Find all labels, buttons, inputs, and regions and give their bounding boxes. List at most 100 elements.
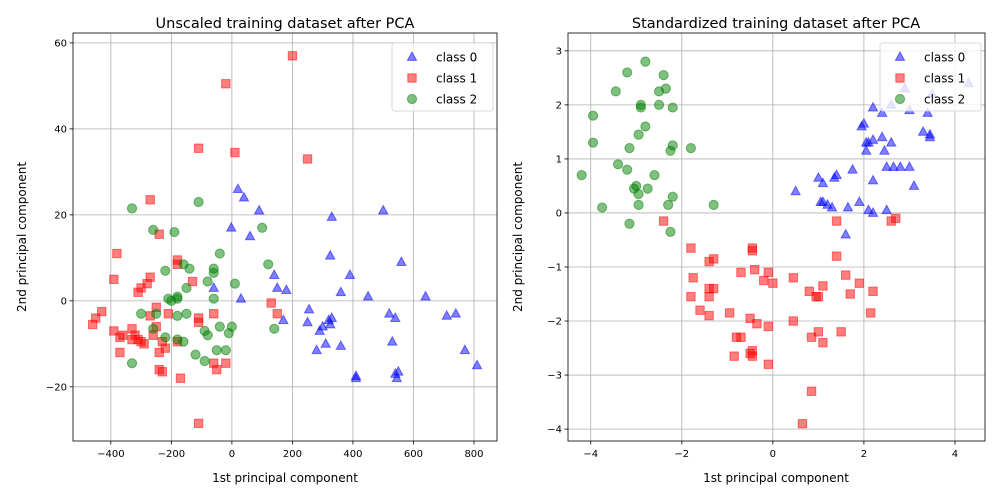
data-point bbox=[157, 367, 167, 377]
data-point bbox=[269, 323, 280, 334]
data-point bbox=[244, 230, 256, 241]
data-point bbox=[335, 286, 347, 297]
data-point bbox=[653, 99, 665, 110]
data-point bbox=[818, 281, 828, 291]
data-point bbox=[749, 264, 760, 275]
data-point bbox=[854, 278, 865, 288]
data-point bbox=[878, 144, 890, 155]
data-point bbox=[272, 309, 282, 319]
data-point bbox=[335, 339, 347, 350]
x-tick-label: 0 bbox=[229, 449, 235, 460]
x-tick-label: 4 bbox=[952, 449, 958, 460]
data-point bbox=[109, 326, 119, 336]
data-point bbox=[87, 319, 98, 330]
data-point bbox=[622, 67, 633, 78]
data-point bbox=[894, 160, 906, 171]
data-point bbox=[148, 224, 159, 236]
data-point bbox=[853, 196, 865, 207]
series-class-2 bbox=[126, 196, 280, 369]
x-axis-label: 1st principal component bbox=[703, 471, 849, 485]
data-point bbox=[881, 204, 893, 215]
data-point bbox=[350, 372, 362, 383]
data-point bbox=[813, 327, 824, 337]
data-point bbox=[622, 164, 633, 175]
data-point bbox=[135, 308, 147, 319]
data-point bbox=[154, 347, 164, 358]
data-point bbox=[163, 309, 174, 319]
data-point bbox=[686, 243, 696, 253]
data-point bbox=[202, 330, 213, 341]
data-point bbox=[642, 183, 653, 194]
data-point bbox=[658, 216, 669, 226]
legend-marker-square bbox=[895, 73, 905, 83]
data-point bbox=[649, 170, 660, 181]
data-point bbox=[860, 144, 872, 155]
y-axis-label: 2nd principal component bbox=[511, 162, 525, 312]
data-point bbox=[225, 221, 237, 232]
legend-label: class 2 bbox=[436, 93, 477, 107]
data-point bbox=[818, 337, 828, 348]
x-tick-label: −2 bbox=[674, 449, 689, 460]
legend-label: class 2 bbox=[924, 93, 965, 107]
data-point bbox=[667, 102, 678, 113]
y-tick-label: −1 bbox=[547, 262, 562, 273]
data-point bbox=[377, 204, 389, 215]
y-tick-label: 2 bbox=[556, 100, 562, 111]
axes-frame bbox=[567, 32, 986, 442]
series-class-1 bbox=[658, 213, 901, 429]
data-point bbox=[145, 195, 155, 205]
data-point bbox=[903, 160, 915, 171]
data-point bbox=[193, 196, 204, 208]
data-point bbox=[635, 102, 646, 113]
data-point bbox=[686, 292, 696, 302]
data-point bbox=[302, 316, 313, 327]
right-chart-standardized: Standardized training dataset after PCA … bbox=[511, 16, 986, 485]
axes-frame bbox=[72, 32, 498, 442]
data-point bbox=[389, 312, 401, 322]
chart-title: Standardized training dataset after PCA bbox=[632, 16, 920, 32]
data-point bbox=[221, 79, 231, 89]
data-point bbox=[209, 309, 219, 319]
data-point bbox=[665, 226, 676, 237]
data-point bbox=[235, 292, 247, 303]
data-point bbox=[386, 335, 398, 346]
data-point bbox=[266, 298, 276, 308]
data-point bbox=[867, 101, 879, 112]
data-point bbox=[471, 359, 483, 370]
legend-box bbox=[391, 42, 494, 112]
data-point bbox=[876, 131, 888, 142]
data-point bbox=[633, 199, 644, 210]
data-point bbox=[640, 56, 651, 67]
data-point bbox=[811, 292, 821, 302]
data-point bbox=[257, 222, 268, 233]
data-point bbox=[184, 263, 195, 274]
data-point bbox=[612, 159, 624, 170]
data-point bbox=[326, 210, 338, 221]
data-point bbox=[303, 303, 315, 314]
data-point bbox=[763, 267, 774, 278]
data-point bbox=[181, 282, 192, 294]
data-point bbox=[277, 314, 289, 325]
data-point bbox=[271, 281, 283, 292]
data-point bbox=[587, 137, 599, 148]
x-tick-label: 200 bbox=[283, 449, 302, 460]
data-point bbox=[395, 256, 407, 267]
data-point bbox=[752, 319, 762, 329]
data-point bbox=[747, 246, 758, 256]
data-point bbox=[724, 308, 735, 318]
data-point bbox=[888, 160, 899, 171]
data-point bbox=[208, 281, 220, 292]
data-point bbox=[653, 86, 665, 97]
data-point bbox=[924, 128, 936, 139]
data-point bbox=[238, 191, 250, 202]
chart-title: Unscaled training dataset after PCA bbox=[156, 16, 415, 32]
data-point bbox=[806, 332, 817, 342]
data-point bbox=[695, 305, 705, 315]
data-point bbox=[886, 216, 896, 226]
y-tick-label: −4 bbox=[547, 425, 562, 436]
x-tick-label: −4 bbox=[583, 449, 598, 460]
x-tick-label: 2 bbox=[861, 449, 867, 460]
data-point bbox=[169, 226, 180, 238]
data-point bbox=[866, 308, 876, 318]
